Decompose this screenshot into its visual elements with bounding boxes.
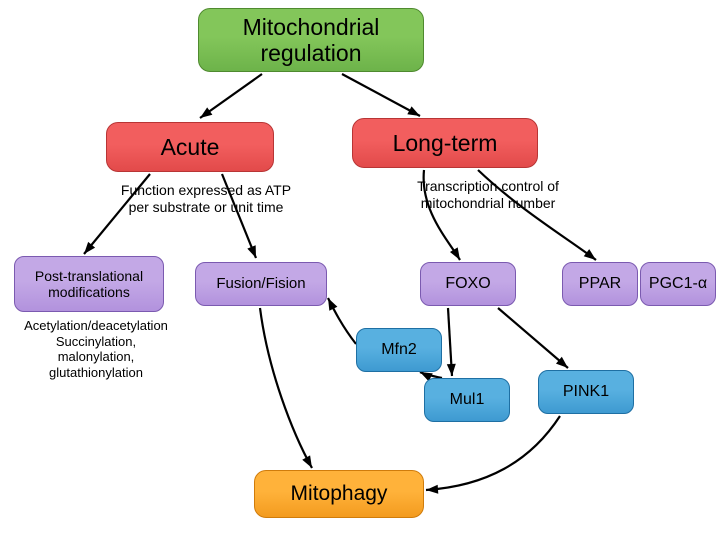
node-mito-regulation: Mitochondrial regulation <box>198 8 424 72</box>
label-ptm-examples: Acetylation/deacetylation Succinylation,… <box>6 318 186 380</box>
node-long-term: Long-term <box>352 118 538 168</box>
node-ptm: Post-translational modifications <box>14 256 164 312</box>
label-acute-subtitle: Function expressed as ATP per substrate … <box>96 182 316 216</box>
node-mul1: Mul1 <box>424 378 510 422</box>
node-mfn2: Mfn2 <box>356 328 442 372</box>
node-pgc1a: PGC1-α <box>640 262 716 306</box>
node-acute: Acute <box>106 122 274 172</box>
node-mitophagy: Mitophagy <box>254 470 424 518</box>
node-foxo: FOXO <box>420 262 516 306</box>
node-pink1: PINK1 <box>538 370 634 414</box>
node-fusion-fission: Fusion/Fision <box>195 262 327 306</box>
label-longterm-subtitle: Transcription control of mitochondrial n… <box>378 178 598 212</box>
node-ppar: PPAR <box>562 262 638 306</box>
